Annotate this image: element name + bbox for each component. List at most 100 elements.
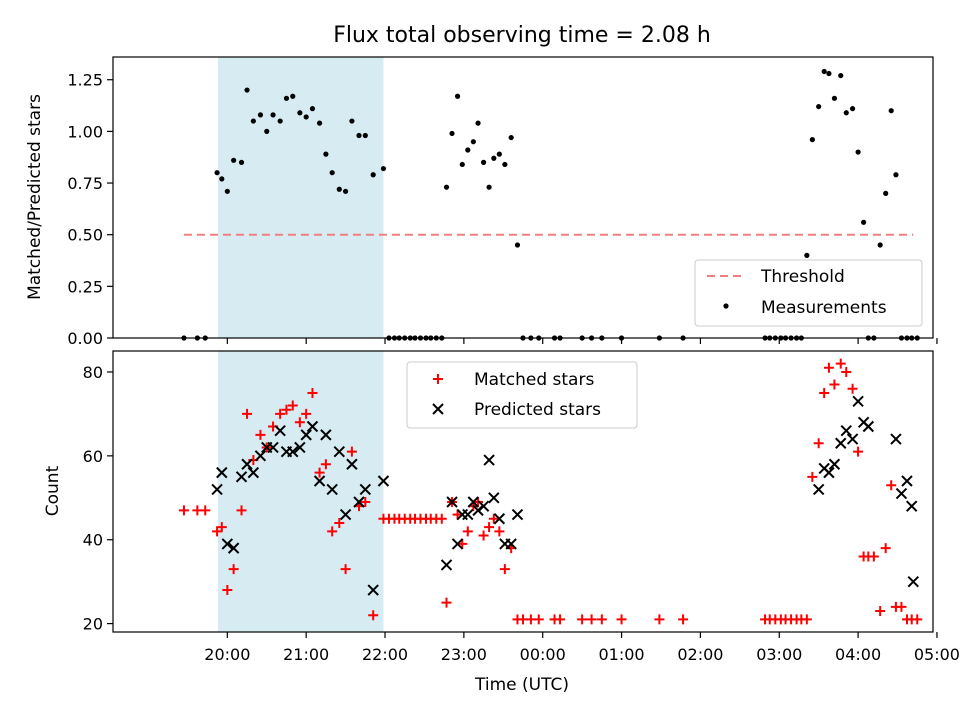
y-tick-label: 1.00: [67, 122, 103, 141]
y-tick-label: 0.50: [67, 226, 103, 245]
matched-star-marker: [829, 379, 840, 390]
measurement-point: [329, 170, 335, 176]
legend-measurement-swatch: [723, 303, 729, 309]
matched-star-marker: [577, 614, 588, 625]
predicted-star-marker: [440, 559, 453, 571]
measurement-point: [496, 151, 502, 157]
predicted-star-marker: [339, 508, 352, 521]
predicted-star-marker: [505, 538, 517, 550]
measurement-point: [224, 188, 230, 194]
predicted-star-marker: [846, 433, 859, 445]
bottom-legend-box: [406, 361, 638, 429]
top-highlight-span: [217, 57, 384, 338]
predicted-star-marker: [353, 496, 365, 508]
matched-star-marker: [275, 408, 286, 419]
predicted-star-marker: [907, 575, 919, 588]
matched-star-marker: [488, 513, 499, 524]
legend-matched-swatch: [433, 374, 443, 384]
y-tick-label: 40: [83, 531, 103, 550]
measurement-point: [804, 252, 810, 258]
measurement-point: [883, 190, 889, 196]
matched-star-marker: [819, 387, 830, 398]
matched-star-marker: [228, 564, 239, 575]
matched-star-marker: [327, 526, 338, 537]
matched-star-marker: [586, 614, 597, 625]
matched-star-marker: [340, 564, 351, 575]
predicted-star-marker: [483, 454, 495, 466]
measurement-point: [219, 176, 225, 182]
predicted-star-marker: [835, 437, 847, 449]
predicted-star-marker: [287, 445, 299, 458]
bottom-panel: 20 40 60 80 20:00 21:00 22:00 23:00 00:00 01:00 0…: [43, 350, 960, 695]
measurement-point: [283, 95, 290, 101]
predicted-star-marker: [359, 483, 372, 496]
y-tick-label: 0.75: [67, 174, 103, 193]
matched-star-marker: [555, 614, 566, 625]
measurement-point: [888, 108, 894, 114]
x-tick-label: 03:00: [756, 645, 802, 664]
matched-star-marker: [320, 459, 331, 470]
matched-star-marker: [281, 404, 292, 415]
predicted-star-marker: [840, 424, 852, 437]
predicted-star-marker: [862, 420, 875, 433]
matched-star-marker: [654, 614, 665, 625]
measurement-point: [231, 157, 237, 163]
matched-star-marker: [868, 551, 879, 562]
bottom-legend: Matched stars Predicted stars: [406, 361, 638, 429]
measurement-point: [342, 188, 349, 194]
measurement-point: [826, 70, 832, 77]
y-tick-label: 0.00: [67, 329, 103, 348]
predicted-star-marker: [274, 424, 286, 437]
measurement-point: [250, 118, 256, 124]
measurement-point: [380, 165, 387, 172]
measurement-point: [861, 219, 867, 225]
measurement-point: [831, 95, 838, 101]
predicted-star-marker: [901, 475, 913, 487]
matched-star-marker: [835, 358, 846, 369]
measurement-point: [855, 149, 861, 155]
x-tick-label: 22:00: [362, 645, 408, 664]
matched-star-marker: [494, 526, 505, 537]
matched-star-marker: [484, 522, 495, 533]
measurement-point: [238, 159, 245, 165]
predicted-star-marker: [467, 496, 480, 508]
measurement-point: [323, 151, 329, 157]
y-tick-label: 60: [83, 447, 103, 466]
top-legend-box: [694, 259, 923, 327]
matched-star-marker: [178, 505, 189, 516]
matched-star-marker: [478, 530, 489, 541]
matched-star-marker: [912, 614, 923, 625]
predicted-star-markers: [211, 395, 919, 596]
predicted-star-marker: [852, 395, 864, 408]
x-tick-label: 21:00: [283, 645, 329, 664]
measurement-point: [877, 242, 883, 248]
measurement-point: [336, 186, 342, 192]
matched-star-marker: [236, 505, 247, 516]
measurement-point: [849, 106, 856, 112]
predicted-star-marker: [895, 487, 908, 500]
y-tick-label: 80: [83, 363, 103, 382]
measurement-point: [244, 87, 250, 93]
measurement-point: [508, 134, 514, 141]
predicted-star-marker: [247, 466, 260, 479]
measurement-point: [290, 93, 296, 99]
measurement-point: [370, 172, 376, 178]
predicted-star-marker: [890, 433, 902, 445]
measurement-point: [297, 110, 303, 116]
measurement-point: [449, 130, 455, 137]
bottom-y-label: Count: [43, 465, 63, 516]
predicted-star-marker: [267, 441, 279, 454]
measurement-point: [809, 137, 815, 143]
x-tick-label: 04:00: [835, 645, 881, 664]
measurement-point: [356, 132, 362, 139]
predicted-star-marker: [227, 542, 240, 554]
chart-title: Flux total observing time = 2.08 h: [333, 23, 711, 48]
predicted-star-marker: [221, 538, 234, 550]
x-tick-label: 01:00: [599, 645, 645, 664]
predicted-star-marker: [211, 483, 223, 496]
matched-star-marker: [896, 601, 907, 612]
predicted-star-marker: [216, 466, 228, 479]
matched-star-marker: [880, 543, 891, 554]
measurement-point: [454, 93, 461, 99]
predicted-star-marker: [313, 475, 326, 487]
